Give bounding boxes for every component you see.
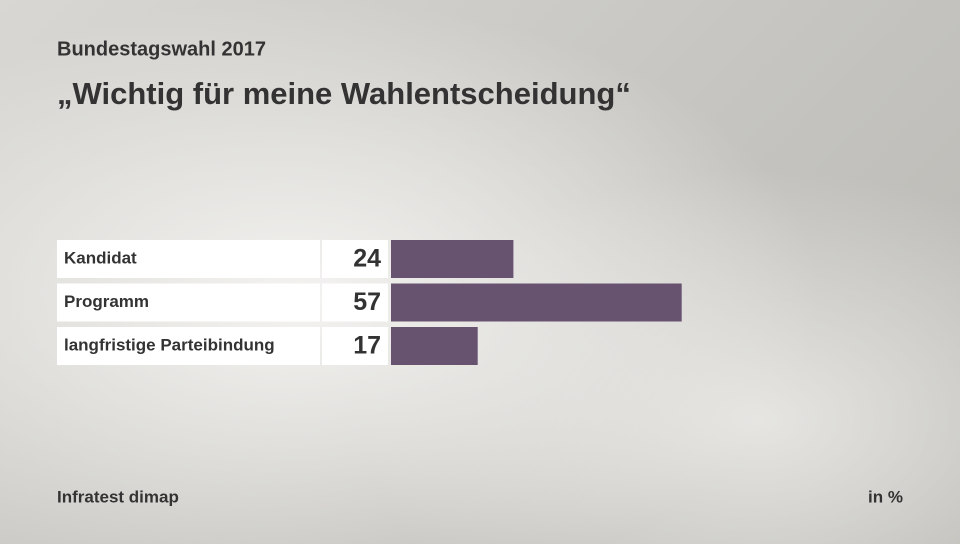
bar	[391, 240, 514, 278]
label-box	[57, 283, 320, 322]
category-label: Kandidat	[64, 248, 137, 267]
value-box	[322, 283, 388, 322]
chart-title: „Wichtig für meine Wahlentscheidung“	[57, 76, 631, 111]
bar	[391, 283, 682, 322]
label-box	[57, 327, 320, 365]
value-box	[322, 240, 388, 278]
label-box	[57, 240, 320, 278]
bar	[391, 327, 478, 365]
value-label: 24	[353, 245, 381, 273]
source: Infratest dimap	[57, 487, 179, 506]
value-label: 57	[353, 288, 381, 316]
value-label: 17	[353, 332, 381, 360]
value-box	[322, 327, 388, 365]
category-label: Programm	[64, 292, 149, 311]
chart-subtitle: Bundestagswahl 2017	[57, 38, 266, 60]
unit-note: in %	[868, 487, 903, 506]
category-label: langfristige Parteibindung	[64, 335, 275, 354]
